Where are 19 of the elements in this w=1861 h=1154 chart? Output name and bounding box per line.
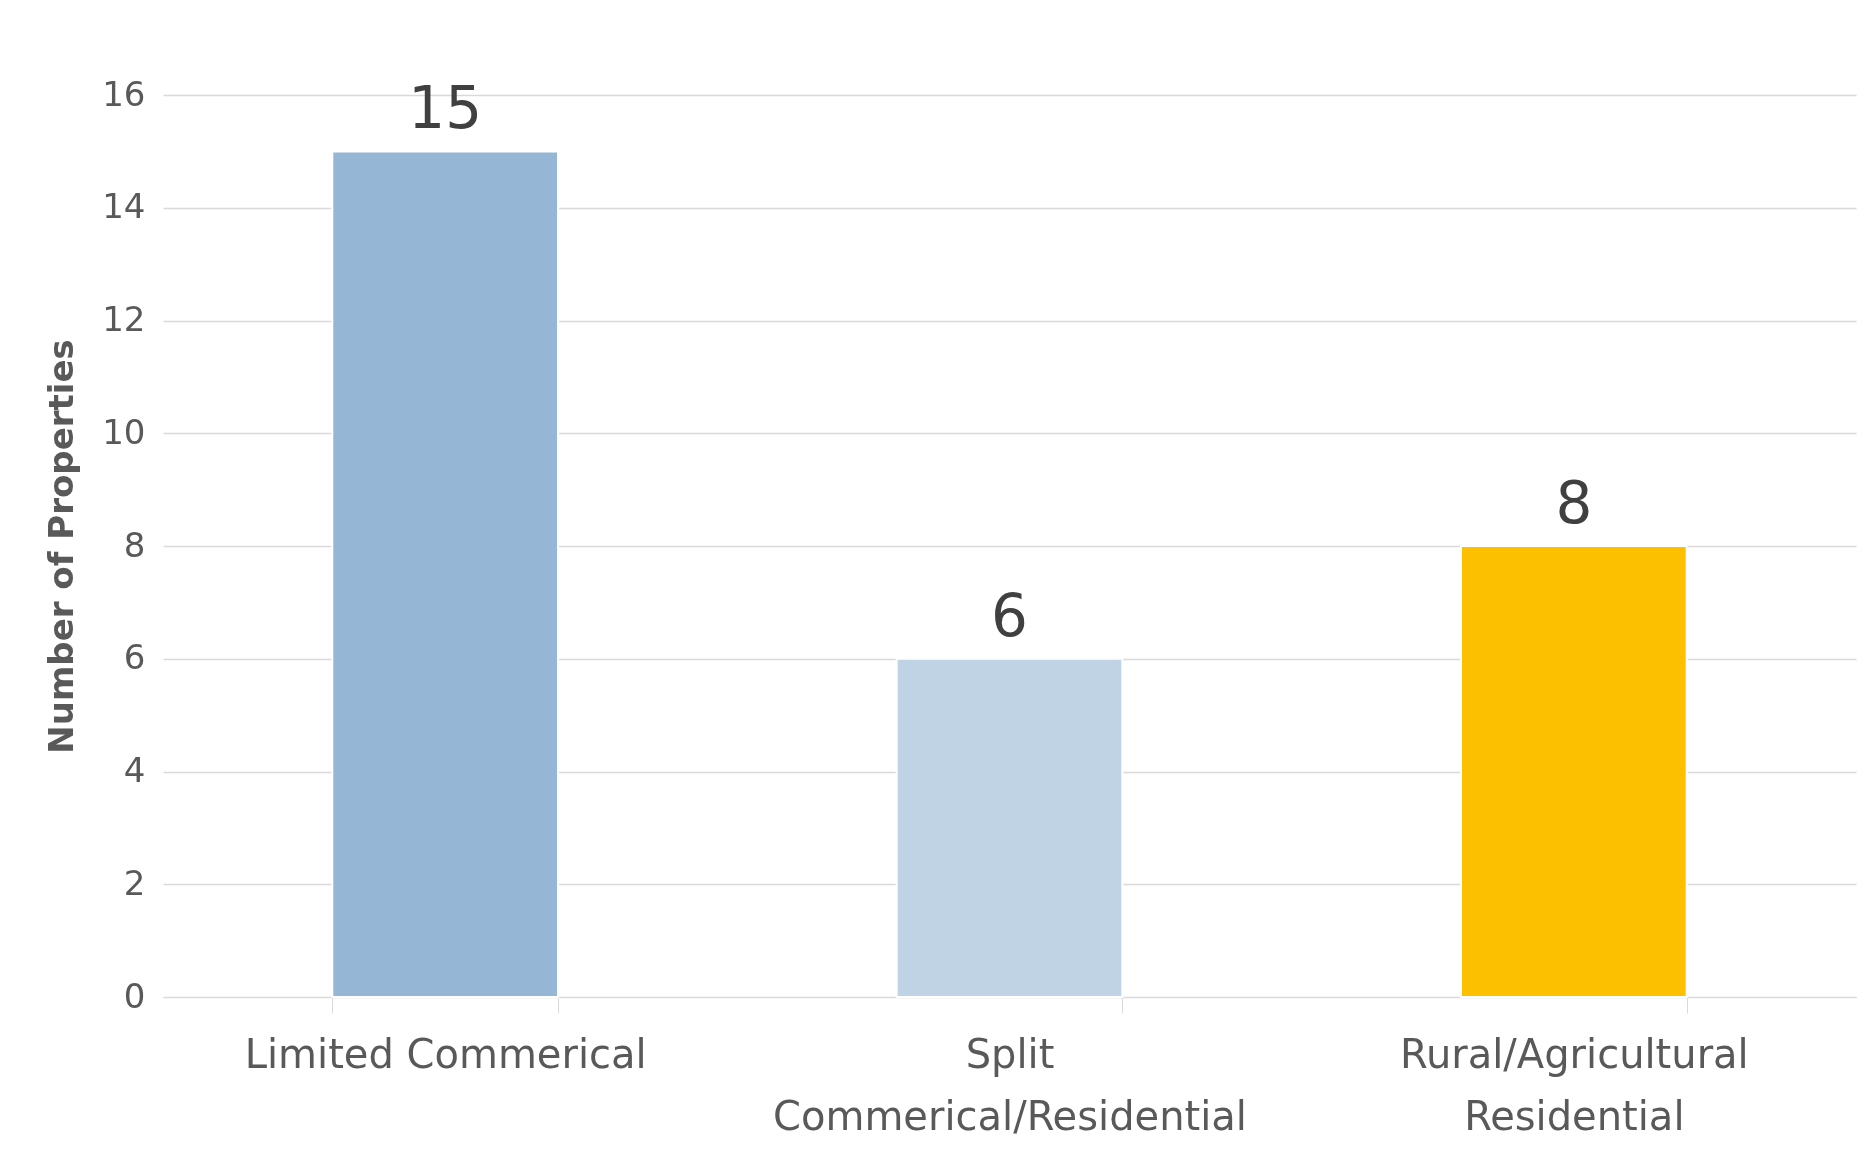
- y-tick-label: 0: [123, 975, 146, 1016]
- x-tick-label: Limited Commerical: [244, 1030, 647, 1077]
- bar: [1459, 545, 1688, 998]
- y-tick-label: 8: [123, 524, 146, 565]
- bar: [331, 150, 560, 998]
- data-label: 6: [991, 581, 1028, 650]
- data-label: 8: [1555, 469, 1593, 537]
- y-tick-label: 4: [123, 750, 146, 790]
- y-tick-label: 14: [102, 186, 146, 227]
- data-label: 15: [408, 74, 483, 143]
- y-tick-label: 12: [102, 299, 146, 339]
- y-tick-label: 10: [102, 411, 146, 452]
- bar: [895, 657, 1124, 998]
- y-tick-label: 2: [123, 862, 146, 903]
- y-tick-label: 6: [123, 637, 146, 678]
- y-axis-title: Number of Properties: [41, 339, 82, 754]
- x-tick-label: Rural/Agricultural Residential: [1399, 1030, 1749, 1139]
- y-tick-label: 16: [102, 73, 146, 114]
- x-tick-label: Split Commerical/Residential: [773, 1030, 1247, 1139]
